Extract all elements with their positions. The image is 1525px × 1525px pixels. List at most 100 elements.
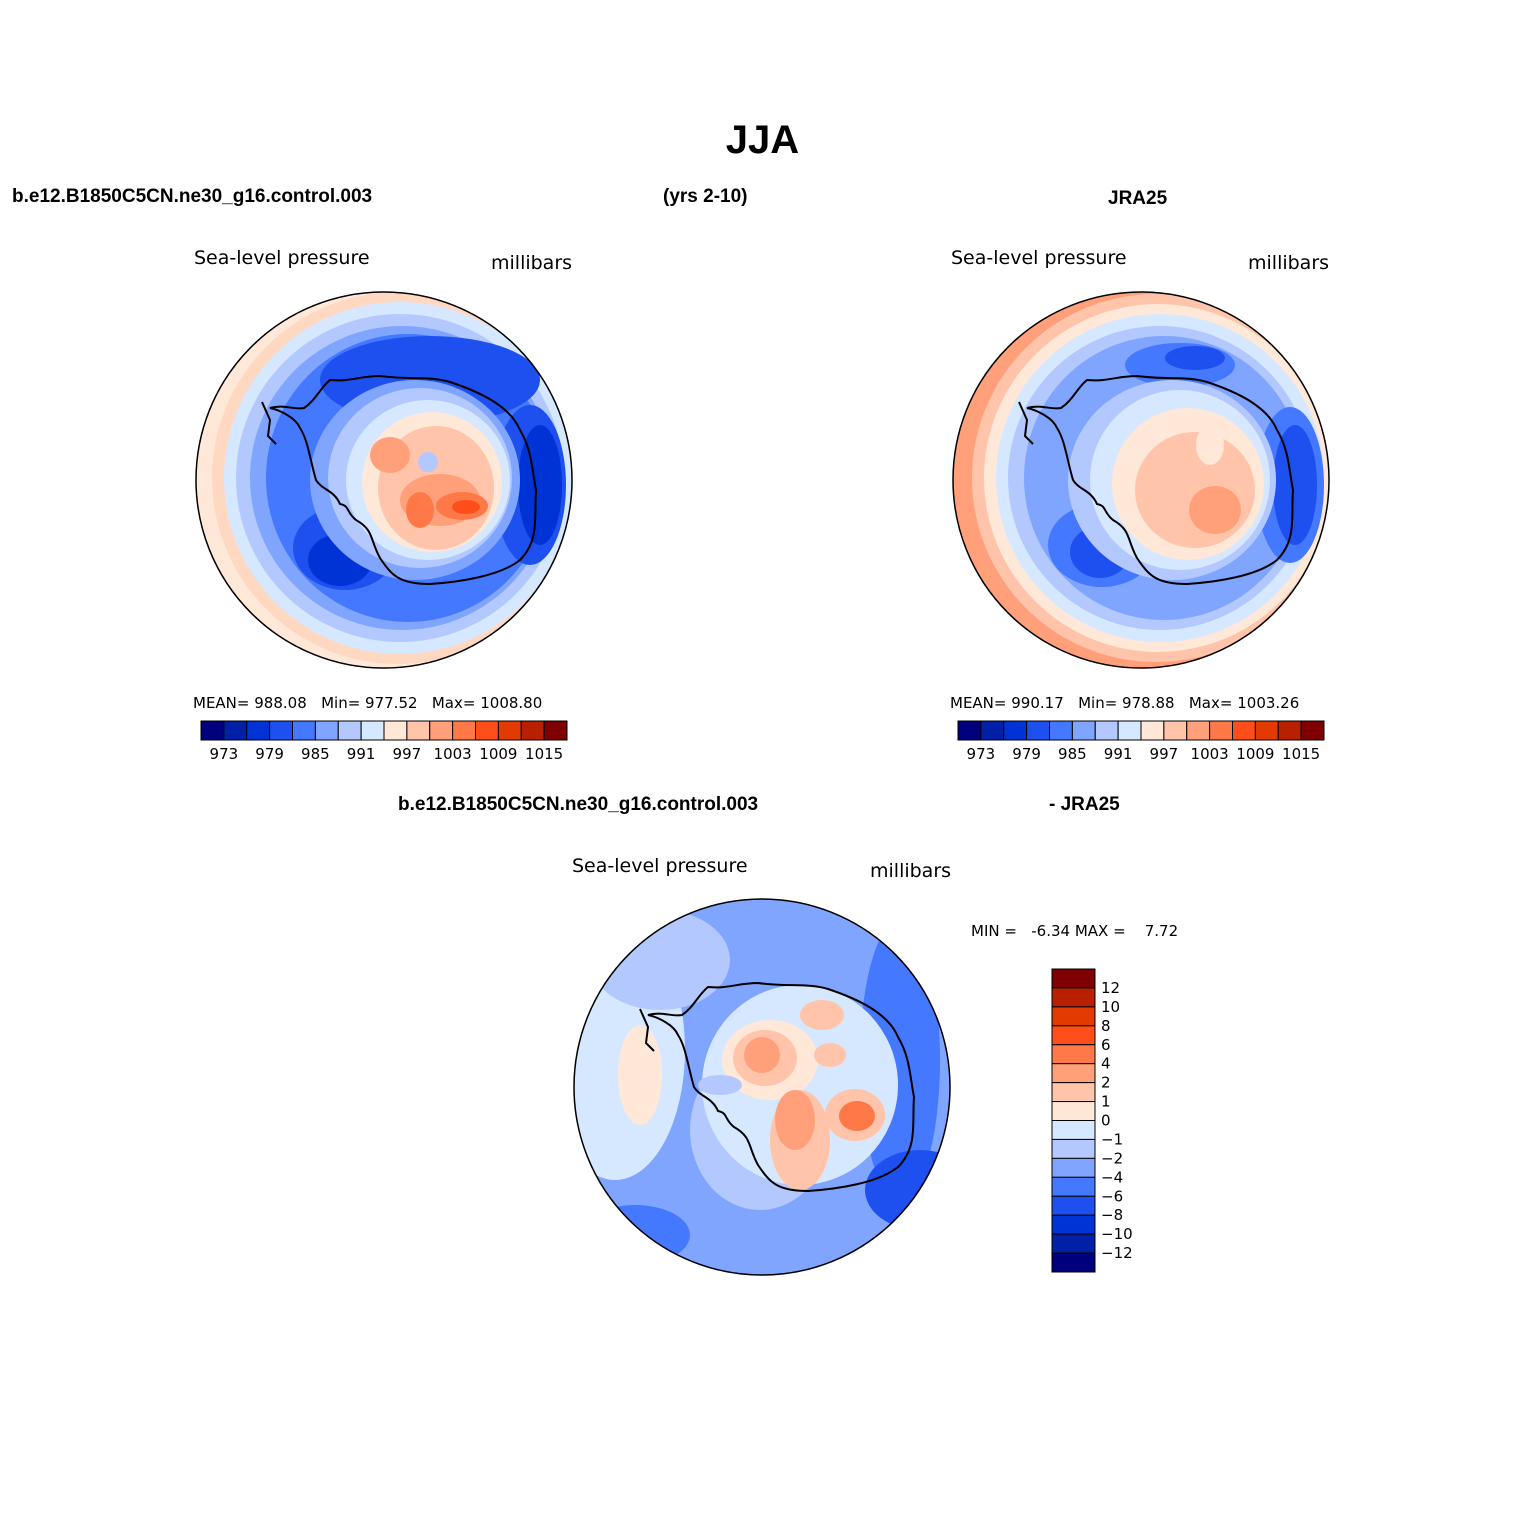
panel3-max-label: MAX = <box>1074 922 1126 940</box>
panel1-max-label: Max= <box>431 694 476 712</box>
panel2-max-label: Max= <box>1188 694 1233 712</box>
panel2-variable-label: Sea-level pressure <box>951 247 1127 269</box>
panel3-colorbar-tick-label: 2 <box>1101 1074 1111 1092</box>
panel1-variable-label: Sea-level pressure <box>194 247 370 269</box>
panel1-colorbar-tick-label: 979 <box>255 745 284 763</box>
obs-name-header: JRA25 <box>1108 188 1168 209</box>
panel1-colorbar-box <box>452 720 476 741</box>
panel3-colorbar-box <box>1051 1233 1096 1254</box>
panel1-colorbar-tick-label: 997 <box>393 745 422 763</box>
panel3-colorbar-tick-label: 1 <box>1101 1093 1111 1111</box>
panel1-mean-label: MEAN= <box>193 694 250 712</box>
panel1-map <box>195 291 573 669</box>
panel2-colorbar-tick-label: 1003 <box>1191 745 1229 763</box>
panel2-colorbar-box <box>1026 720 1050 741</box>
panel3-colorbar-tick-label: −12 <box>1101 1244 1133 1262</box>
panel1-colorbar-box <box>475 720 499 741</box>
panel2-colorbar-box <box>957 720 982 741</box>
panel3-colorbar-tick-label: 10 <box>1101 998 1120 1016</box>
panel3-map-border <box>573 898 951 1276</box>
panel1-min-label: Min= <box>321 694 361 712</box>
panel1-colorbar-box <box>314 720 339 741</box>
panel1-colorbar-box <box>337 720 362 741</box>
panel2-colorbar-box <box>1094 720 1119 741</box>
panel2-colorbar-box <box>1209 720 1233 741</box>
diff-case-header: b.e12.B1850C5CN.ne30_g16.control.003 <box>398 794 759 815</box>
panel1-colorbar-tick-label: 1015 <box>525 745 563 763</box>
panel3-max-value: 7.72 <box>1144 922 1179 940</box>
panel3-colorbar-tick-label: 8 <box>1101 1017 1111 1035</box>
panel3-colorbar-tick-label: −4 <box>1101 1168 1123 1186</box>
panel2-colorbar-box <box>1117 720 1142 741</box>
panel2-colorbar-box <box>1232 720 1256 741</box>
panel3-colorbar-box <box>1051 987 1096 1008</box>
panel1-colorbar-box <box>246 720 271 741</box>
panel3-colorbar-tick-label: −6 <box>1101 1187 1123 1205</box>
panel2-colorbar-box <box>1300 720 1325 741</box>
panel1-colorbar-box <box>292 720 316 741</box>
panel2-max-value: 1003.26 <box>1237 694 1300 712</box>
panel3-colorbar-box <box>1051 1214 1096 1235</box>
panel3-colorbar-tick-label: −2 <box>1101 1149 1123 1167</box>
panel1-colorbar-box <box>223 720 248 741</box>
panel3-units-label: millibars <box>870 860 952 882</box>
panel2-colorbar-box <box>980 720 1005 741</box>
panel2-colorbar-tick-label: 979 <box>1012 745 1041 763</box>
panel2-colorbar-box <box>1003 720 1028 741</box>
panel1-colorbar-box <box>360 720 385 741</box>
panel2-mean-value: 990.17 <box>1011 694 1064 712</box>
panel2-colorbar-box <box>1254 720 1279 741</box>
panel2-colorbar-box <box>1163 720 1188 741</box>
panel1-colorbar-box <box>543 720 568 741</box>
panel3-colorbar-tick-label: −8 <box>1101 1206 1123 1224</box>
panel3-colorbar-box <box>1051 968 1096 989</box>
panel3-variable-label: Sea-level pressure <box>572 855 748 877</box>
panel1-max-value: 1008.80 <box>480 694 543 712</box>
panel2-colorbar-box <box>1140 720 1165 741</box>
panel3-min-label: MIN = <box>971 922 1017 940</box>
panel2-min-value: 978.88 <box>1122 694 1175 712</box>
panel3-colorbar-box <box>1051 1025 1096 1046</box>
panel2-colorbar-box <box>1071 720 1096 741</box>
panel2-colorbar-tick-label: 973 <box>967 745 996 763</box>
panel1-colorbar-tick-label: 991 <box>347 745 376 763</box>
panel3-colorbar-box <box>1051 1044 1096 1065</box>
panel3-colorbar-box <box>1051 1120 1096 1140</box>
panel2-min-label: Min= <box>1078 694 1118 712</box>
panel3-colorbar-tick-label: 6 <box>1101 1036 1111 1054</box>
panel1-colorbar-box <box>520 720 545 741</box>
panel2-map <box>952 291 1330 669</box>
panel1-min-value: 977.52 <box>365 694 418 712</box>
panel1-colorbar-box <box>429 720 454 741</box>
panel3-colorbar-box <box>1051 1006 1096 1027</box>
panel1-stats: MEAN= 988.08 Min= 977.52 Max= 1008.80 <box>193 694 542 712</box>
panel3-colorbar-box <box>1051 1252 1096 1273</box>
panel1-map-border <box>195 291 573 669</box>
panel3-colorbar-tick-label: 4 <box>1101 1055 1111 1073</box>
panel2-map-border <box>952 291 1330 669</box>
panel1-units-label: millibars <box>491 252 573 274</box>
panel3-colorbar-tick-label: −10 <box>1101 1225 1133 1243</box>
panel2-stats: MEAN= 990.17 Min= 978.88 Max= 1003.26 <box>950 694 1299 712</box>
page-title: JJA <box>725 118 800 162</box>
panel2-colorbar-box <box>1277 720 1302 741</box>
panel3-colorbar-tick-label: 12 <box>1101 979 1120 997</box>
case-name-header: b.e12.B1850C5CN.ne30_g16.control.003 <box>12 186 373 207</box>
panel1-colorbar-tick-label: 985 <box>301 745 330 763</box>
panel1-colorbar-tick-label: 973 <box>210 745 239 763</box>
panel1-colorbar-tick-label: 1003 <box>434 745 472 763</box>
panel2-colorbar: 973 979 985 991 997 1003 1009 1015 <box>957 720 1325 763</box>
panel1-mean-value: 988.08 <box>254 694 307 712</box>
panel2-units-label: millibars <box>1248 252 1330 274</box>
panel1-colorbar: 973 979 985 991 997 1003 1009 1015 <box>200 720 568 763</box>
panel2-colorbar-box <box>1186 720 1211 741</box>
panel3-colorbar-box <box>1051 1157 1096 1178</box>
panel3-colorbar-box <box>1051 1195 1096 1216</box>
panel2-colorbar-tick-label: 1015 <box>1282 745 1320 763</box>
panel2-colorbar-tick-label: 985 <box>1058 745 1087 763</box>
panel3-colorbar-box <box>1051 1138 1096 1159</box>
panel1-colorbar-box <box>383 720 408 741</box>
panel3-colorbar-box <box>1051 1101 1096 1121</box>
